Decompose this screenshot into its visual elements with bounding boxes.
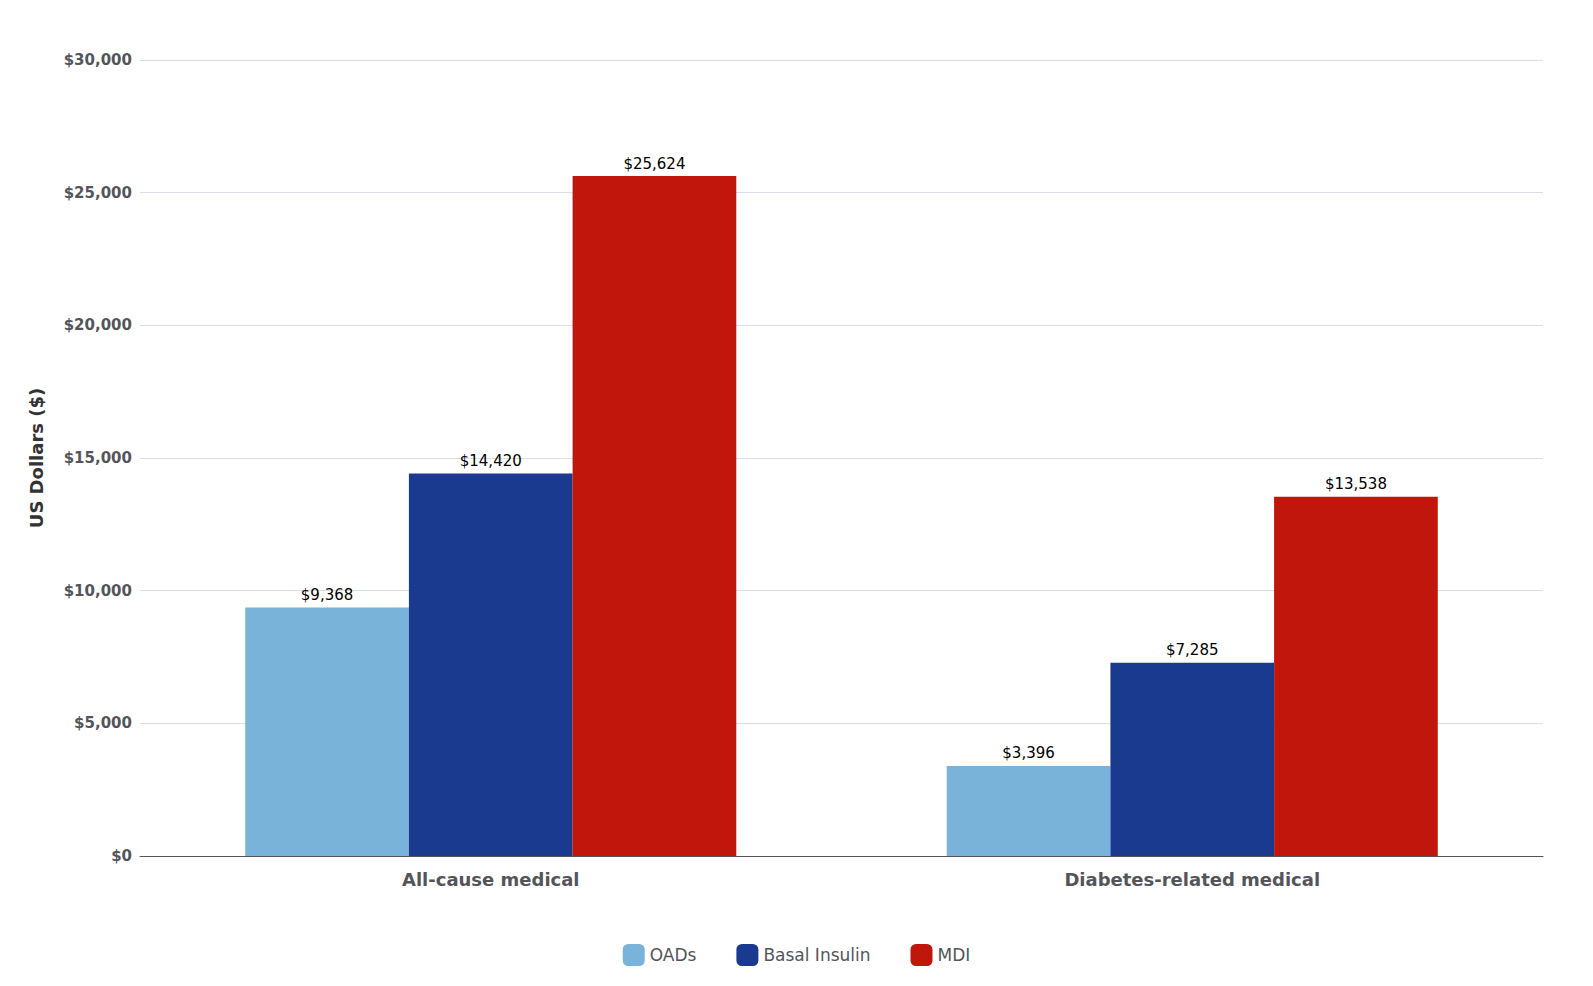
svg-text:$25,000: $25,000: [64, 184, 132, 202]
svg-text:$20,000: $20,000: [64, 316, 132, 334]
svg-text:$3,396: $3,396: [1002, 744, 1055, 762]
svg-text:$0: $0: [111, 847, 132, 865]
svg-text:$25,624: $25,624: [623, 155, 685, 173]
svg-text:$7,285: $7,285: [1166, 641, 1219, 659]
svg-text:US Dollars ($): US Dollars ($): [26, 388, 47, 528]
svg-text:$9,368: $9,368: [301, 586, 354, 604]
svg-text:Diabetes-related medical: Diabetes-related medical: [1064, 869, 1320, 890]
svg-text:Basal Insulin: Basal Insulin: [763, 945, 870, 965]
svg-text:All-cause medical: All-cause medical: [402, 869, 580, 890]
svg-text:$5,000: $5,000: [74, 714, 132, 732]
svg-text:OADs: OADs: [650, 945, 697, 965]
svg-text:$15,000: $15,000: [64, 449, 132, 467]
svg-text:$30,000: $30,000: [64, 51, 132, 69]
svg-text:MDI: MDI: [938, 945, 971, 965]
svg-text:$10,000: $10,000: [64, 582, 132, 600]
svg-text:$14,420: $14,420: [460, 452, 522, 470]
svg-text:$13,538: $13,538: [1325, 475, 1387, 493]
